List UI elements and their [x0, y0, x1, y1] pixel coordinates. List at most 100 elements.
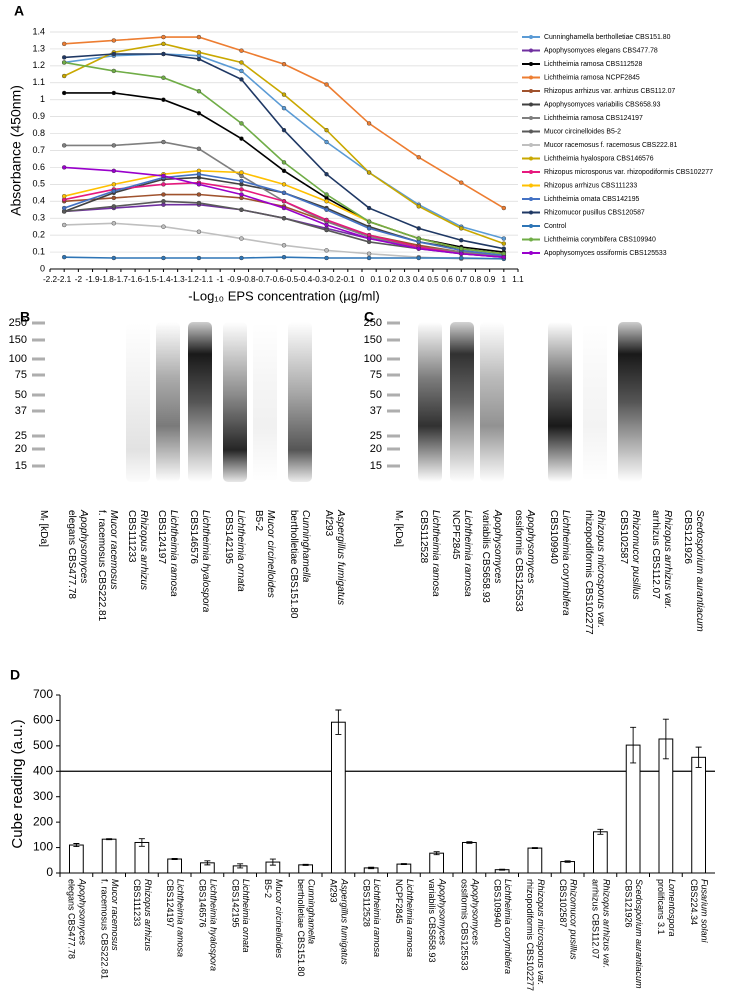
mr-label: Mᵣ [kDa]: [393, 510, 404, 547]
legend-marker: [529, 156, 533, 161]
x-tick-label: 0.5: [427, 275, 439, 284]
lane-label: Mucor circinelloidesB5-2: [253, 510, 276, 598]
series-line: [64, 222, 504, 260]
error-bar: [531, 847, 538, 850]
lane-label-line: Rhizopus microsporus var.: [595, 510, 606, 628]
x-tick-label-line: bertholletiae CBS151.80: [295, 879, 305, 977]
y-tick-label: 700: [33, 687, 53, 701]
x-tick-label: Lichtheimia ramosaCBS112528: [361, 879, 382, 957]
data-point: [239, 48, 244, 53]
data-point: [459, 246, 464, 251]
y-tick-label: 0.3: [32, 213, 45, 223]
data-point: [239, 187, 244, 192]
series-line: [64, 53, 505, 240]
x-tick-label-line: Fusarium solani: [699, 879, 709, 944]
data-point: [324, 255, 329, 261]
data-point: [239, 192, 244, 197]
ladder-label: 20: [370, 443, 382, 455]
error-bar: [433, 851, 440, 856]
bar: [560, 861, 576, 874]
error-bar: [171, 858, 178, 860]
lane-label: Cunninghamellabertholletiae CBS151.80: [288, 510, 311, 619]
data-point: [281, 243, 287, 248]
data-point: [501, 236, 507, 241]
data-point: [459, 238, 464, 243]
x-tick-label-line: Lichtheimia hyalospora: [208, 879, 218, 971]
data-point: [281, 205, 287, 211]
data-point: [161, 224, 166, 229]
x-tick-label-line: Cunninghamella: [306, 879, 316, 944]
x-tick-label: Apophysomyceselegans CBS477.78: [66, 878, 87, 959]
lane-label: Lichtheimia hyalosporaCBS146576: [188, 510, 211, 613]
ladder-band: [32, 447, 45, 451]
x-tick-label-line: NCPF2845: [394, 879, 404, 924]
ladder-label: 250: [364, 317, 382, 329]
legend-label: Rhizomucor pusillus CBS120587: [544, 209, 645, 216]
x-tick-label: -1.8: [100, 275, 115, 284]
legend-marker: [529, 116, 533, 120]
data-point: [281, 182, 287, 187]
data-point: [161, 51, 166, 57]
x-tick-label-line: Mucor circinelloides: [274, 879, 284, 959]
x-tick-label-line: arrhizus CBS112.07: [590, 879, 600, 959]
ladder-label: 50: [370, 389, 382, 401]
data-point: [366, 121, 372, 126]
legend-marker: [529, 75, 533, 80]
y-tick-label: 0.2: [32, 230, 45, 240]
data-point: [416, 255, 421, 261]
data-point: [366, 205, 372, 211]
bar: [330, 721, 346, 874]
y-axis-title: Absorbance (450nm): [8, 85, 24, 216]
series-line: [64, 141, 504, 257]
legend-marker: [529, 170, 533, 174]
error-bar: [368, 866, 375, 870]
x-tick-label: 0.9: [484, 275, 496, 284]
mr-label-line: Mᵣ [kDa]: [38, 510, 49, 547]
data-point: [111, 221, 117, 226]
data-point: [161, 97, 166, 102]
data-point: [416, 246, 421, 251]
x-tick-label: -0.5: [284, 275, 299, 284]
lane-label: Apophysomyceselegans CBS477.78: [66, 509, 89, 599]
y-tick-label: 1.1: [32, 77, 45, 87]
legend-marker: [529, 143, 533, 147]
data-point: [459, 226, 464, 231]
x-tick-label: Lichtheimia ramosaCBS124197: [164, 879, 185, 957]
bar: [691, 756, 707, 874]
bar: [167, 858, 183, 874]
data-point: [111, 68, 117, 74]
x-tick-label-line: CBS102587: [557, 879, 567, 928]
x-tick-label-line: CBS111233: [132, 879, 142, 926]
data-point: [111, 38, 117, 43]
y-tick-label: 500: [33, 738, 53, 752]
gel-smear: [583, 322, 607, 482]
data-point: [161, 41, 166, 47]
legend-marker: [529, 62, 533, 66]
ladder-band: [387, 447, 400, 451]
ladder-label: 100: [364, 353, 382, 365]
lane-label-line: Lichtheimia corymbifera: [560, 510, 571, 616]
lane-label-line: Apophysomyces: [78, 509, 89, 583]
legend-marker: [529, 35, 533, 39]
x-tick-label-line: CBS109940: [492, 879, 502, 928]
data-point: [459, 180, 464, 185]
ladder-band: [387, 409, 400, 413]
data-point: [61, 55, 67, 60]
y-tick-label: 1.3: [32, 43, 45, 53]
legend-marker: [529, 48, 533, 53]
lane-label-line: CBS111233: [126, 510, 137, 563]
x-tick-label: 0.6: [441, 275, 453, 284]
mr-label-line: Mᵣ [kDa]: [393, 510, 404, 547]
legend-marker: [529, 251, 533, 255]
y-tick-label: 300: [33, 789, 53, 803]
data-point: [161, 192, 166, 197]
legend-label: Lichtheimia corymbifera CBS109940: [544, 236, 656, 243]
error-bar: [204, 860, 211, 866]
lane-label-line: CBS102587: [618, 510, 629, 564]
lane-label-line: Scedosporium aurantiacum: [694, 510, 705, 632]
data-point: [239, 207, 244, 212]
x-tick-label-line: CBS121926: [623, 879, 633, 928]
data-point: [61, 165, 67, 170]
x-tick-label: -1.5: [142, 275, 157, 284]
ladder-label: 37: [370, 405, 382, 417]
